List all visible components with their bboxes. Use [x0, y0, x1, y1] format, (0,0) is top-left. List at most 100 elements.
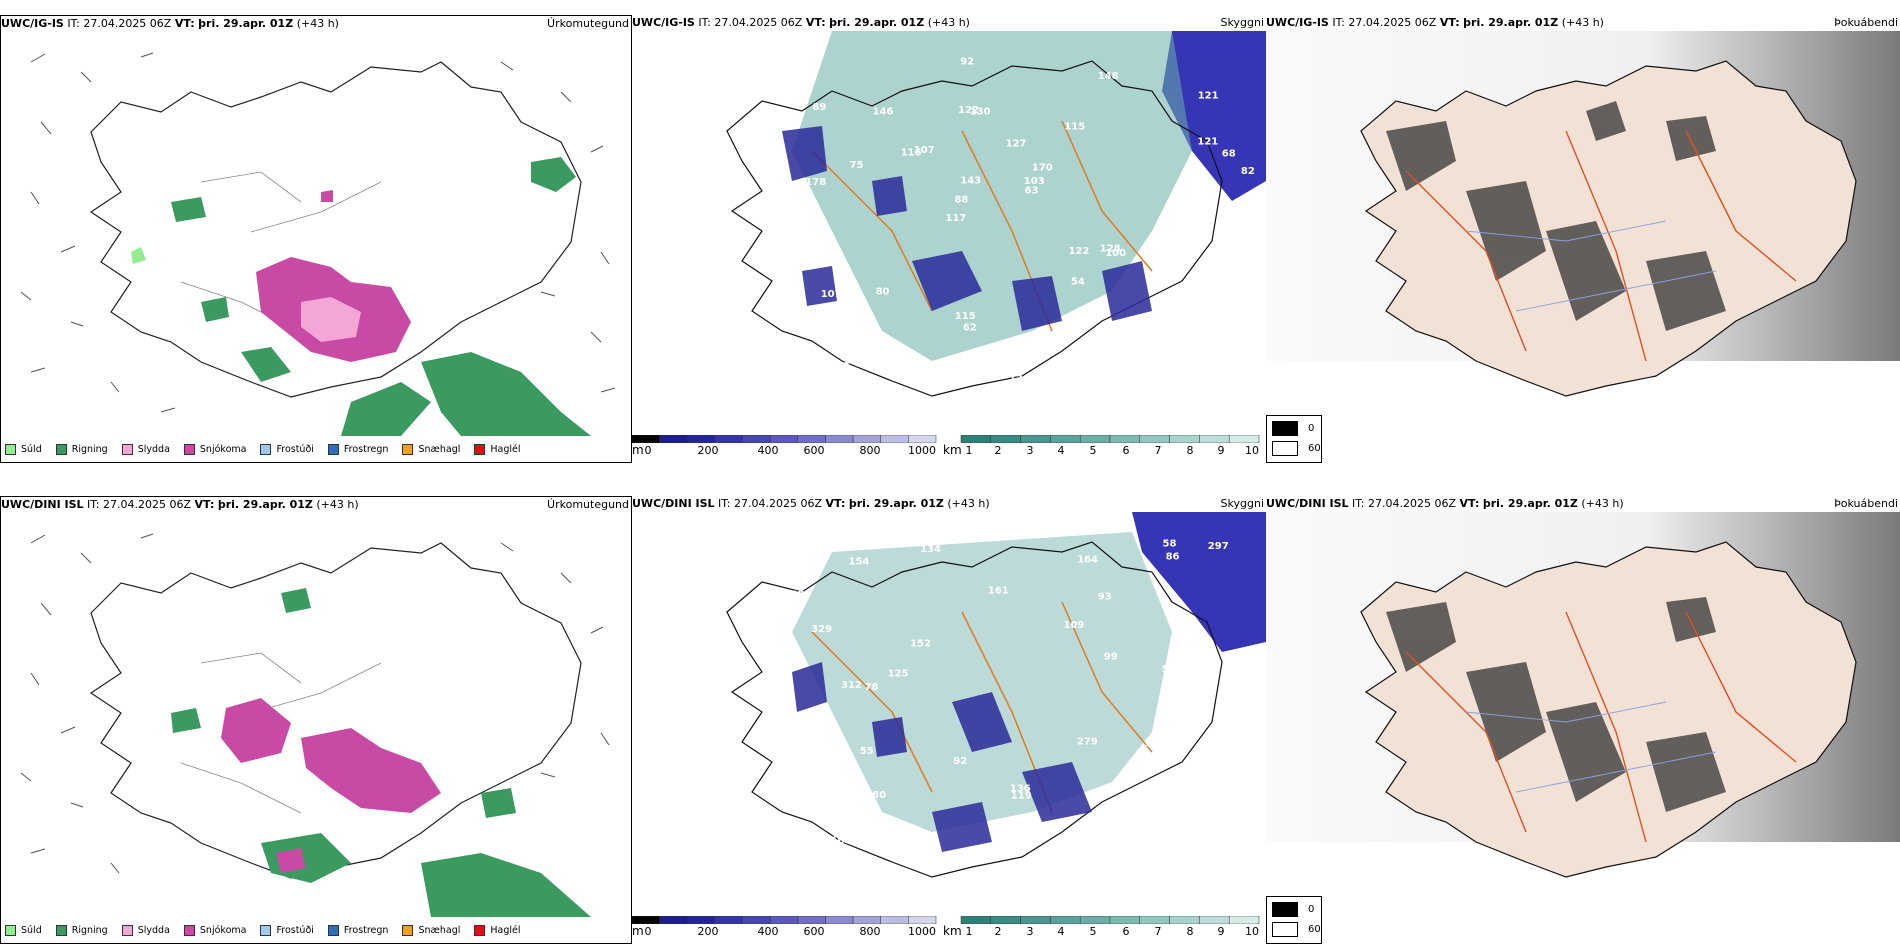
- product-name: Úrkomutegund: [547, 17, 629, 30]
- legend-item: Slydda: [121, 924, 170, 936]
- height-label: 56: [1162, 665, 1176, 676]
- height-label: 75: [850, 160, 864, 171]
- vt-label: VT:: [825, 497, 846, 510]
- panel-header: UWC/IG-IS IT: 27.04.2025 06Z VT: þri. 29…: [1, 16, 631, 32]
- height-label: 93: [1184, 319, 1198, 330]
- colorbar-swatch: [659, 435, 688, 443]
- height-labels: 5201781211171151001221271071071091381301…: [786, 57, 1255, 386]
- colorbar-swatch: [1199, 916, 1230, 924]
- height-label: 127: [1006, 138, 1027, 149]
- height-label: 136: [1010, 783, 1031, 794]
- legend-swatch: [260, 443, 272, 455]
- fog-swatch: [1272, 421, 1298, 436]
- height-label: 89: [812, 102, 826, 113]
- height-label: 104: [1207, 746, 1228, 757]
- height-label: 88: [1066, 861, 1080, 872]
- height-label: 114: [1128, 770, 1149, 781]
- colorbar-swatch: [960, 435, 992, 443]
- height-label: 116: [901, 148, 922, 159]
- colorbar-swatch: [659, 916, 688, 924]
- height-label: 61: [1008, 817, 1022, 828]
- product-name: Skyggni: [1220, 497, 1264, 510]
- height-label: 57: [874, 351, 888, 362]
- precip-type-panel-top: UWC/IG-IS IT: 27.04.2025 06Z VT: þri. 29…: [0, 15, 632, 463]
- height-label: 128: [1100, 244, 1121, 255]
- fog-legend-row: 60: [1272, 922, 1321, 937]
- height-label: 152: [910, 639, 931, 650]
- colorbar-swatch: [769, 435, 799, 443]
- fog-map-svg: [1266, 512, 1900, 878]
- visibility-map-svg: 104 97 119 101 136 152 134 93 88 56 279 86 111 99 91 15…: [726, 512, 1266, 878]
- it-value: 27.04.2025 06Z: [734, 497, 823, 510]
- colorbar-swatch: [825, 435, 854, 443]
- lead-time: (+43 h): [947, 497, 990, 510]
- lead-time: (+43 h): [316, 498, 359, 511]
- visibility-unit: km: [943, 443, 962, 457]
- colorbar-swatch: [742, 916, 771, 924]
- visibility-map: 520 178 121 117 115 100 122 127 107 107 109 138 130 1…: [632, 31, 1266, 433]
- vt-label: VT:: [194, 498, 215, 511]
- it-value: 27.04.2025 06Z: [103, 498, 192, 511]
- height-label: 82: [1241, 166, 1255, 177]
- product-name: Þokuábendi: [1834, 497, 1898, 510]
- colorbar-swatch: [1109, 435, 1141, 443]
- height-label: 109: [786, 341, 807, 352]
- legend-swatch: [121, 924, 133, 936]
- colorbar-swatch: [687, 435, 716, 443]
- height-label: 48: [790, 590, 804, 601]
- colorbar-swatch: [797, 916, 826, 924]
- fog-swatch: [1272, 902, 1298, 917]
- height-label: 520: [1190, 356, 1211, 367]
- colorbar-swatch: [632, 435, 660, 443]
- legend-item: Súld: [5, 443, 42, 455]
- height-label: 103: [1024, 176, 1045, 187]
- legend-item: Snæhagl: [402, 924, 460, 936]
- height-unit: m: [632, 924, 644, 938]
- colorbar-swatch: [880, 435, 909, 443]
- legend-swatch: [55, 924, 67, 936]
- colorbar-swatch: [797, 435, 826, 443]
- fog-swatch: [1272, 441, 1298, 456]
- it-label: IT:: [1332, 16, 1345, 29]
- height-label: 97: [1127, 859, 1141, 870]
- colorbar-swatch: [825, 916, 854, 924]
- precip-map-svg: [20, 52, 616, 436]
- legend-item: Rigning: [55, 443, 108, 455]
- precip-type-legend: Súld Rigning Slydda Snjókoma Frostúði Fr…: [1, 917, 631, 943]
- colorbar-swatch: [960, 916, 992, 924]
- colorbar-swatch: [1228, 916, 1260, 924]
- colorbar-swatch: [1169, 435, 1200, 443]
- height-label: 178: [805, 177, 826, 188]
- height-label: 136: [1009, 374, 1030, 385]
- legend-item: Snæhagl: [402, 443, 460, 455]
- panel-header: UWC/IG-IS IT: 27.04.2025 06Z VT: þri. 29…: [1266, 15, 1900, 31]
- panel-header: UWC/DINI ISL IT: 27.04.2025 06Z VT: þri.…: [1, 497, 631, 513]
- precip-areas: [131, 157, 591, 436]
- height-label: 68: [1222, 148, 1236, 159]
- panel-header: UWC/DINI ISL IT: 27.04.2025 06Z VT: þri.…: [1266, 496, 1900, 512]
- height-label: 279: [1077, 736, 1098, 747]
- product-name: Úrkomutegund: [547, 498, 629, 511]
- colorbar-swatch: [852, 435, 881, 443]
- height-label: 86: [1166, 552, 1180, 563]
- legend-swatch: [474, 924, 486, 936]
- height-label: 119: [1011, 791, 1032, 802]
- legend-item: Frostregn: [327, 443, 388, 455]
- legend-swatch: [5, 924, 16, 936]
- height-label: 111: [772, 631, 793, 642]
- height-label: 170: [1032, 163, 1053, 174]
- fog-index-panel-bottom: UWC/DINI ISL IT: 27.04.2025 06Z VT: þri.…: [1266, 496, 1900, 944]
- height-label: 121: [1198, 90, 1219, 101]
- precip-map-svg: [20, 533, 610, 917]
- visibility-map-svg: 5201781211171151001221271071071091381301…: [726, 31, 1266, 397]
- it-label: IT:: [87, 498, 100, 511]
- colorbar-swatch: [1169, 916, 1200, 924]
- height-label: 164: [1077, 555, 1098, 566]
- it-value: 27.04.2025 06Z: [1348, 16, 1437, 29]
- fog-swatch: [1272, 922, 1298, 937]
- legend-swatch: [260, 924, 272, 936]
- visibility-map: 104 97 119 101 136 152 134 93 88 56 279 86 111 99 91 15…: [632, 512, 1266, 914]
- colorbar-swatch: [1079, 435, 1111, 443]
- legend-item: Frostregn: [327, 924, 388, 936]
- colorbar-swatch: [687, 916, 716, 924]
